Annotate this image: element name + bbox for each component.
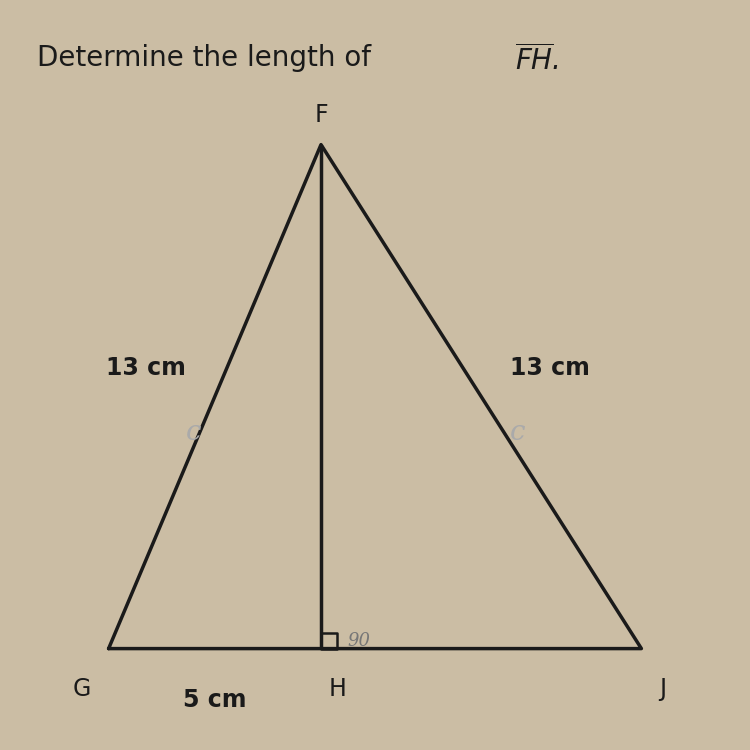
Text: F: F (314, 103, 328, 127)
Text: Determine the length of: Determine the length of (37, 44, 380, 72)
Text: 13 cm: 13 cm (106, 356, 186, 380)
Text: 90: 90 (348, 632, 370, 650)
Text: c: c (509, 419, 525, 446)
Text: J: J (659, 677, 667, 701)
Text: 13 cm: 13 cm (510, 356, 590, 380)
Text: G: G (72, 677, 91, 701)
Text: c: c (185, 419, 201, 446)
Text: 5 cm: 5 cm (183, 688, 247, 712)
Text: $\overline{FH}$.: $\overline{FH}$. (515, 44, 560, 76)
Text: H: H (328, 677, 346, 701)
